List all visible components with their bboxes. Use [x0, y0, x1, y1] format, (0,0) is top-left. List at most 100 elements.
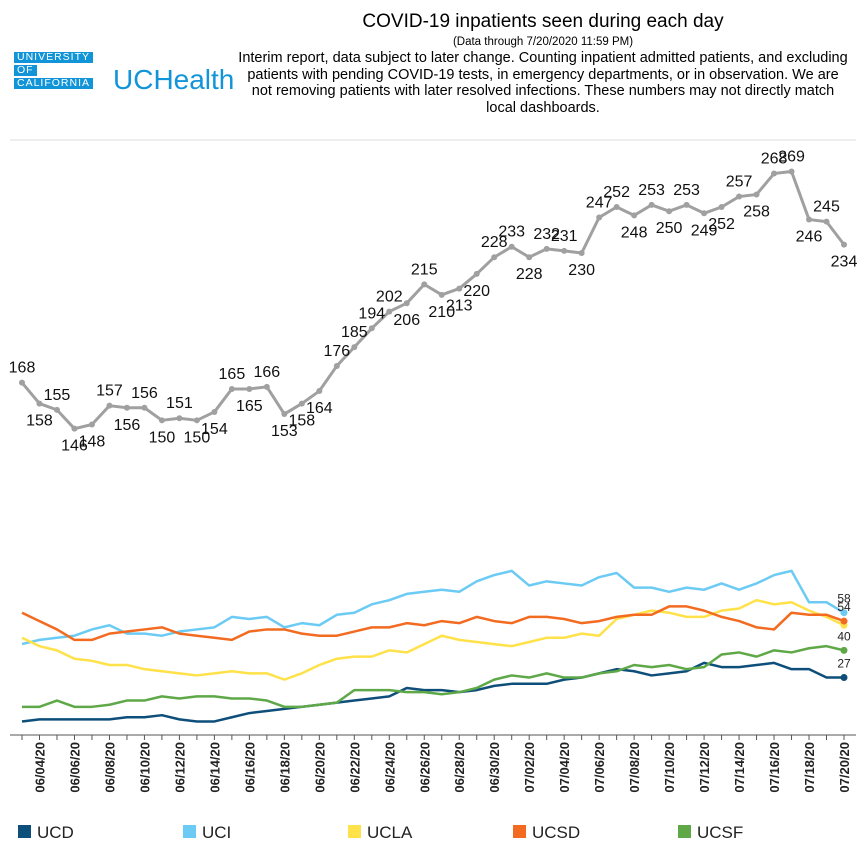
data-label: 156 — [114, 417, 141, 434]
total-point — [36, 400, 43, 407]
data-label: 156 — [131, 385, 158, 402]
end-point — [840, 617, 848, 625]
total-point — [176, 415, 183, 422]
legend-label: UCLA — [367, 823, 413, 842]
total-point — [508, 243, 515, 250]
data-label: 248 — [621, 224, 648, 241]
x-tick-label: 06/06/20 — [67, 742, 82, 793]
data-label: 168 — [9, 360, 36, 377]
total-point — [351, 344, 358, 351]
legend-swatch — [513, 825, 526, 838]
data-label: 250 — [656, 220, 683, 237]
total-point — [438, 291, 445, 298]
x-tick-label: 07/02/20 — [522, 742, 537, 793]
x-tick-label: 07/14/20 — [732, 742, 747, 793]
total-point — [823, 218, 830, 225]
total-point — [771, 170, 778, 177]
total-point — [246, 385, 253, 392]
x-tick-label: 06/16/20 — [242, 742, 257, 793]
data-label: 258 — [743, 203, 770, 220]
total-point — [386, 308, 393, 315]
total-point — [71, 425, 78, 432]
series-line — [21, 569, 845, 646]
x-tick-label: 06/12/20 — [172, 742, 187, 793]
total-point — [368, 325, 375, 332]
series-line — [21, 605, 845, 642]
data-label: 233 — [498, 224, 525, 241]
total-point — [648, 201, 655, 208]
x-tick-label: 06/04/20 — [32, 742, 47, 793]
total-point — [88, 421, 95, 428]
total-point — [631, 212, 638, 219]
total-point — [701, 210, 708, 217]
data-label: 215 — [411, 261, 438, 278]
data-label: 148 — [79, 433, 106, 450]
series-line — [21, 598, 845, 681]
data-label: 249 — [691, 222, 718, 239]
end-label: 58 — [837, 592, 851, 606]
logo-line: CALIFORNIA — [14, 78, 94, 89]
data-label: 158 — [288, 413, 315, 430]
total-point — [141, 404, 148, 411]
total-point — [211, 408, 218, 415]
total-point — [316, 388, 323, 395]
chart-subtitle: (Data through 7/20/2020 11:59 PM) — [452, 36, 634, 48]
data-label: 232 — [533, 226, 560, 243]
series-line — [22, 644, 845, 709]
data-label: 213 — [446, 298, 473, 315]
total-point — [263, 383, 270, 390]
data-label: 269 — [778, 148, 805, 165]
logo-line: OF — [14, 65, 37, 76]
x-tick-label: 07/20/20 — [837, 742, 852, 793]
data-label: 210 — [428, 304, 455, 321]
total-point — [666, 208, 673, 215]
x-tick-label: 07/12/20 — [697, 742, 712, 793]
x-tick-label: 06/20/20 — [312, 742, 327, 793]
data-label: 185 — [341, 324, 368, 341]
x-tick-label: 07/10/20 — [662, 742, 677, 793]
total-point — [753, 191, 760, 198]
total-point — [106, 402, 113, 409]
x-tick-label: 06/24/20 — [382, 742, 397, 793]
total-point — [561, 247, 568, 254]
data-label: 252 — [708, 216, 735, 233]
chart-note: Interim report, data subject to later ch… — [238, 50, 848, 116]
chart-title: COVID-19 inpatients seen during each day — [362, 11, 724, 32]
legend-label: UCI — [202, 823, 231, 842]
legend-swatch — [678, 825, 691, 838]
x-tick-label: 06/22/20 — [347, 742, 362, 793]
data-label: 206 — [393, 312, 420, 329]
data-label: 253 — [673, 182, 700, 199]
data-label: 154 — [201, 421, 228, 438]
total-point — [193, 417, 200, 424]
data-label: 151 — [166, 395, 193, 412]
data-label: 228 — [481, 234, 508, 251]
total-point — [456, 285, 463, 292]
x-tick-label: 06/26/20 — [417, 742, 432, 793]
end-label: 40 — [837, 629, 851, 643]
end-label: 54 — [837, 600, 851, 614]
legend-swatch — [18, 825, 31, 838]
total-point — [19, 379, 25, 386]
data-label: 166 — [253, 364, 280, 381]
total-point — [788, 168, 795, 175]
x-tick-label: 06/08/20 — [102, 742, 117, 793]
data-label: 247 — [586, 194, 613, 211]
total-point — [333, 362, 340, 369]
total-point — [228, 385, 235, 392]
total-point — [596, 214, 603, 221]
data-label: 231 — [551, 228, 578, 245]
legend-label: UCSD — [532, 823, 580, 842]
data-label: 220 — [463, 283, 490, 300]
data-label: 158 — [26, 413, 53, 430]
legend-swatch — [348, 825, 361, 838]
total-point — [841, 241, 847, 248]
total-point — [123, 404, 130, 411]
total-point — [736, 193, 743, 200]
logo: UNIVERSITY OF CALIFORNIA — [14, 52, 94, 91]
total-point — [473, 270, 480, 277]
total-point — [491, 254, 498, 261]
x-tick-label: 07/08/20 — [627, 742, 642, 793]
